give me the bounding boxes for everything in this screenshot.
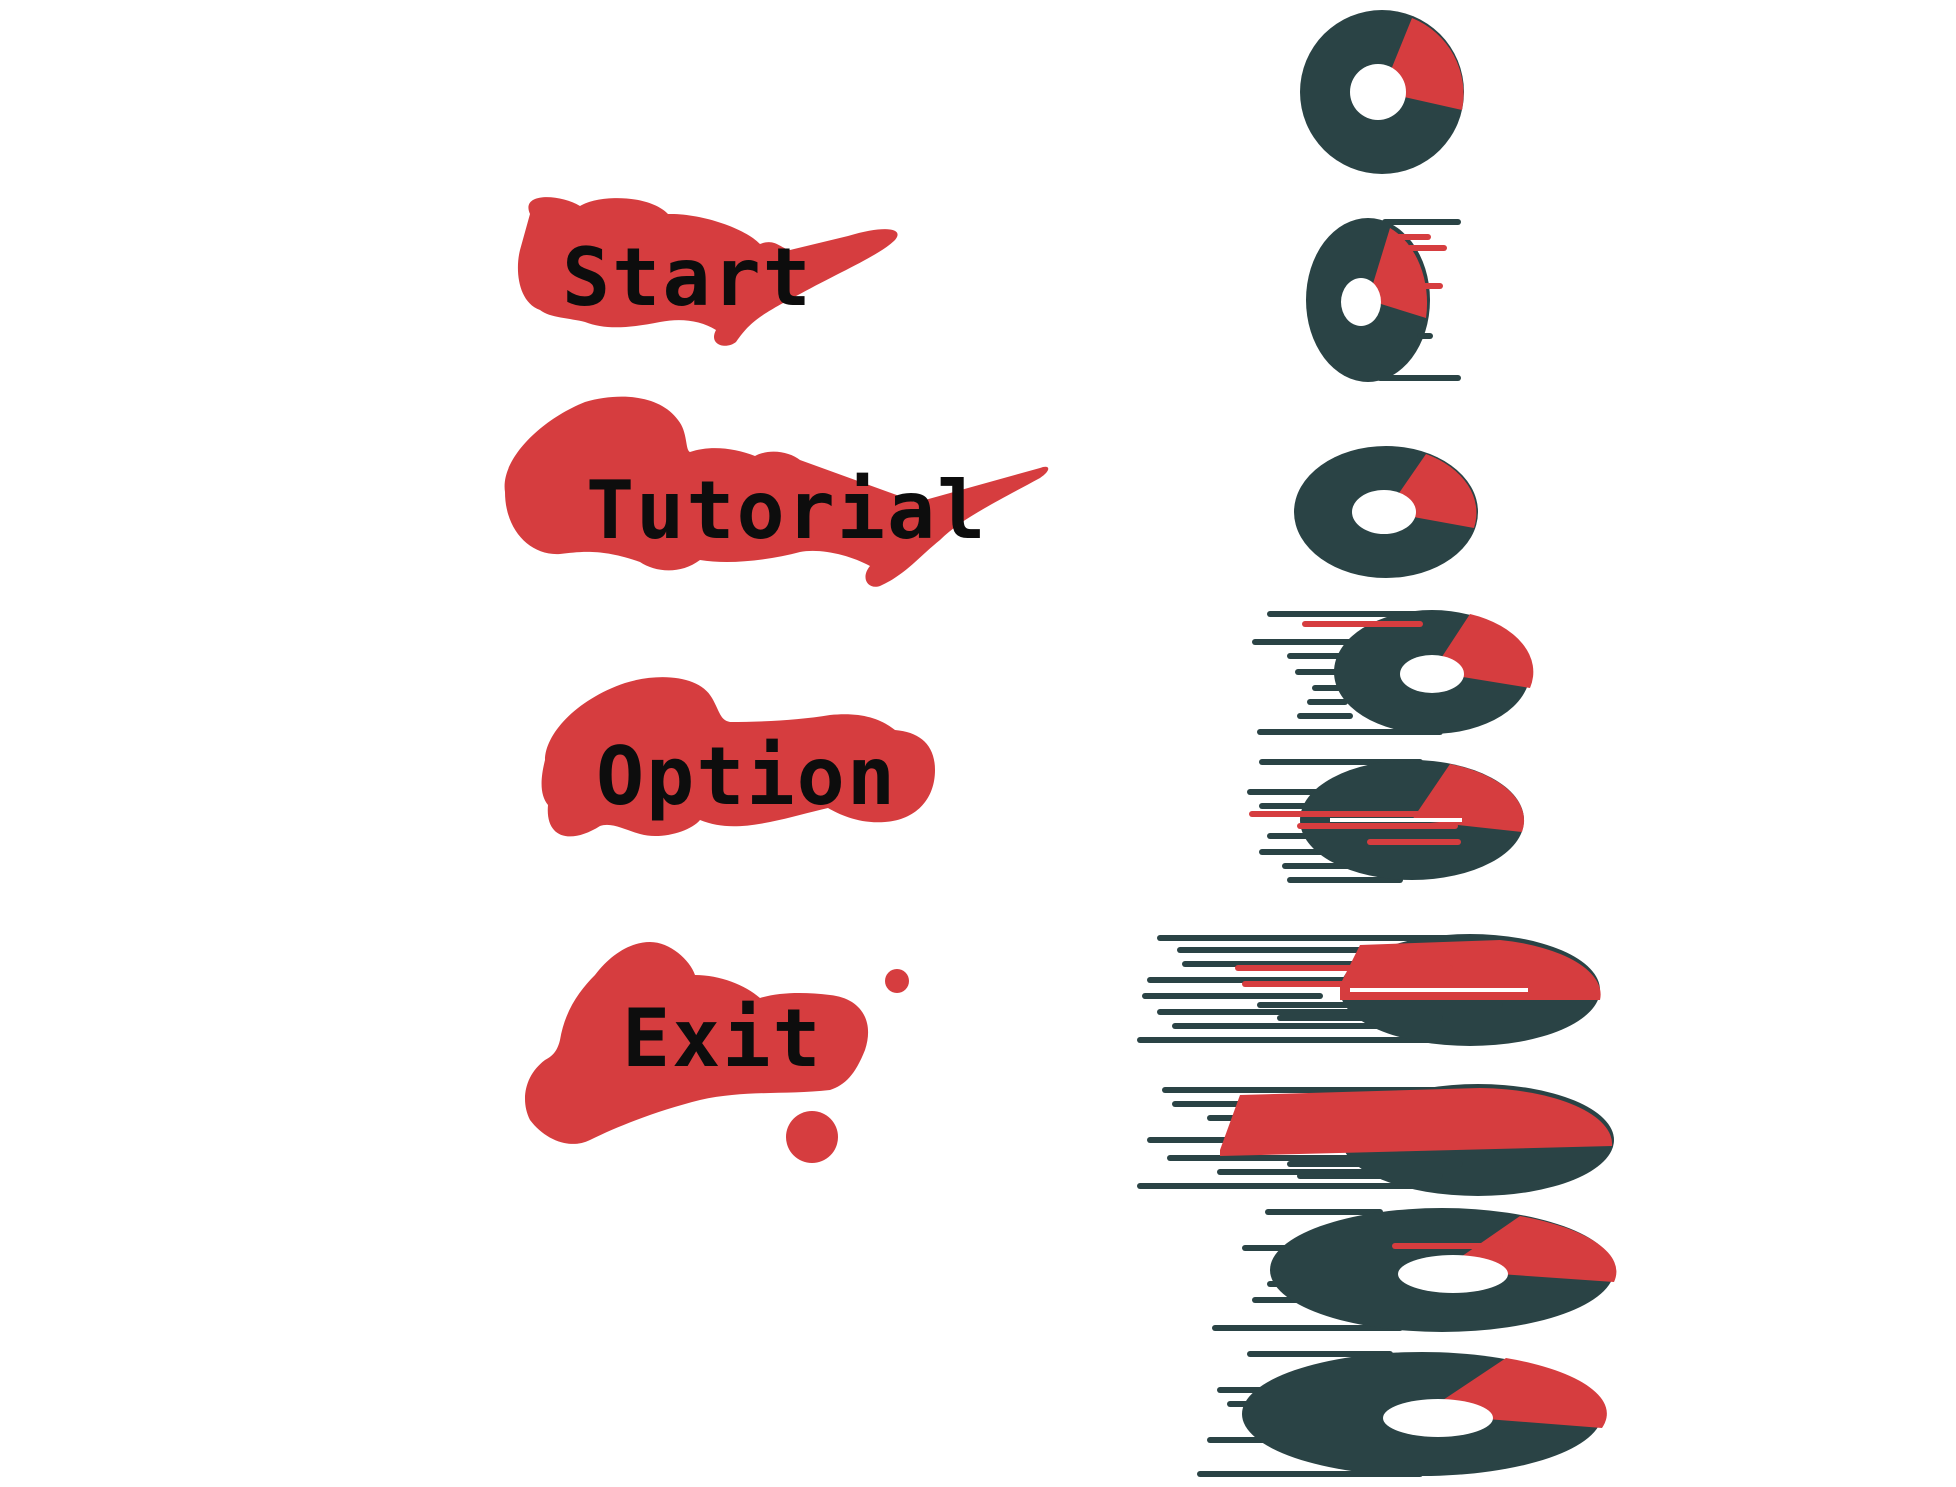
- disc-frame-8: [1212, 1208, 1617, 1332]
- exit-button[interactable]: Exit: [525, 942, 909, 1163]
- exit-paint-drop-icon: [885, 969, 909, 993]
- start-paint-splash-icon: [517, 197, 898, 346]
- tutorial-label: Tutorial: [586, 464, 987, 557]
- disc-frame-4: [1252, 610, 1534, 735]
- disc-frame-1: [1300, 10, 1464, 174]
- exit-label: Exit: [622, 992, 823, 1085]
- tutorial-button[interactable]: Tutorial: [504, 396, 1049, 587]
- disc-frame-6: [1137, 934, 1601, 1046]
- tutorial-paint-splash-icon: [504, 396, 1049, 587]
- disc-frame-5: [1247, 759, 1525, 883]
- disc-frame-2: [1306, 218, 1461, 382]
- disc-frame-9: [1197, 1351, 1607, 1477]
- option-button[interactable]: Option: [541, 677, 935, 837]
- start-label: Start: [562, 231, 813, 324]
- exit-paint-drop-icon: [786, 1111, 838, 1163]
- option-label: Option: [596, 730, 897, 823]
- disc-frame-3: [1294, 446, 1478, 578]
- option-paint-splash-icon: [541, 677, 935, 837]
- exit-paint-splash-icon: [525, 942, 869, 1144]
- disc-frame-7: [1137, 1084, 1614, 1196]
- start-button[interactable]: Start: [517, 197, 898, 346]
